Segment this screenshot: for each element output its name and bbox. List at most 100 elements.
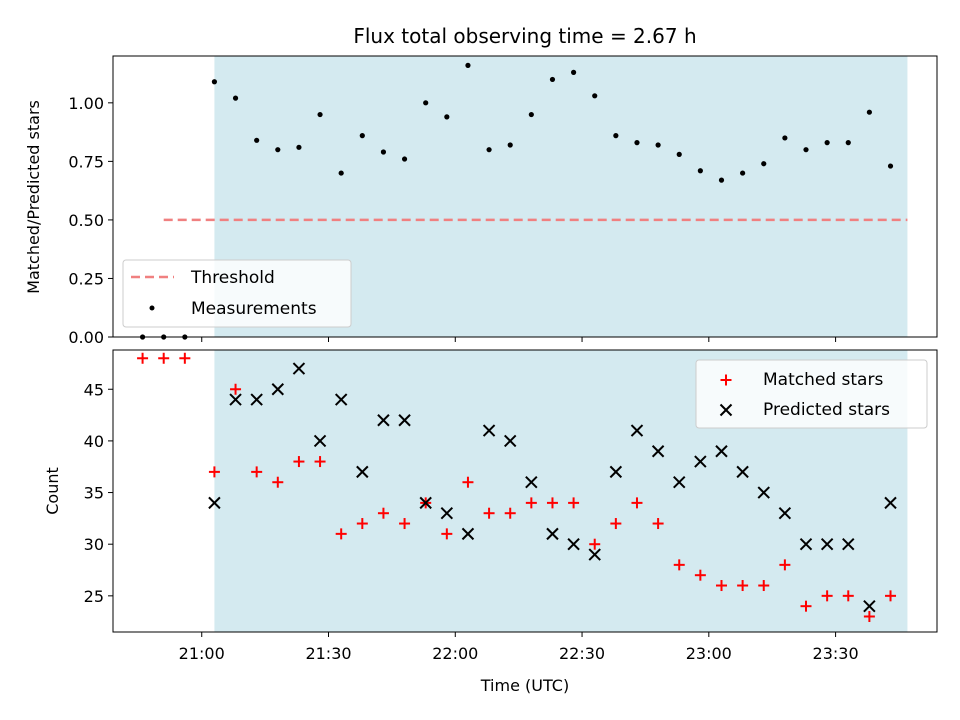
matched-star-point [779,559,791,571]
measurement-point [444,114,450,120]
measurement-point [549,76,556,83]
top-frame [112,55,938,338]
matched-star-point [314,456,326,468]
top-y-tick-label: 0.75 [68,152,104,171]
bottom-y-tick-label: 30 [84,535,104,554]
legend-matched-swatch [720,374,732,386]
measurement-point [486,147,492,153]
predicted-star-point [778,507,792,520]
measurement-point [761,161,767,167]
matched-star-point [652,518,664,530]
predicted-star-point [673,476,686,489]
predicted-star-point [757,486,770,499]
measurement-point [676,151,682,157]
predicted-star-point [229,393,242,406]
measurement-point [380,149,387,155]
measurement-point [232,95,239,101]
matched-star-point [399,518,411,530]
matched-star-point [821,590,833,602]
predicted-star-point [588,548,601,561]
matched-star-point [377,507,389,519]
matched-star-point [462,476,474,488]
x-tick-label: 21:30 [305,644,351,663]
measurement-point [296,144,302,150]
measurement-point [507,142,513,148]
bottom-legend: Matched stars Predicted stars [695,359,928,429]
measurement-point [887,163,894,169]
measurement-point [782,135,788,141]
matched-star-point [758,580,770,592]
predicted-star-point [377,414,390,427]
measurement-point [697,168,703,174]
top-panel: 0.00 0.25 0.50 0.75 1.00 Matched/Predicted s… [24,55,938,347]
measurement-point [359,133,365,139]
bottom-panel: 25 30 35 40 45 21:00 21:30 22:00 22:30 23:00 23:3… [43,349,938,695]
matched-star-point [335,528,347,540]
matched-star-point [179,352,191,364]
measurement-point [613,133,619,139]
legend-threshold-label: Threshold [190,268,275,288]
predicted-star-point [630,424,644,437]
matched-star-point [737,580,749,592]
matched-star-point [589,538,601,550]
measurement-point [655,142,661,148]
measurement-point [423,100,429,106]
predicted-star-point [271,383,285,396]
measurement-point [634,140,640,146]
predicted-star-point [504,434,517,448]
legend-predicted-label: Predicted stars [763,400,890,420]
measurement-point [317,111,323,118]
legend-measurements-label: Measurements [191,299,317,319]
predicted-star-point [461,527,475,541]
matched-star-point [546,497,558,509]
matched-star-point [525,497,537,509]
bottom-y-tick-label: 25 [84,587,104,606]
measurement-point [465,62,471,68]
matched-star-point [568,497,580,509]
predicted-star-point [863,599,876,613]
matched-star-point [441,528,453,540]
top-y-tick-label: 0.50 [68,211,104,230]
predicted-star-point [313,434,327,448]
matched-star-point [842,590,854,602]
measurement-point [275,147,281,153]
measurement-point [338,170,344,176]
measurement-point [592,93,598,99]
predicted-star-point [292,362,306,375]
x-tick-label: 21:00 [179,644,225,663]
measurement-point [718,177,725,183]
matched-star-point [610,518,622,530]
predicted-star-point [334,393,348,406]
bottom-y-tick-label: 45 [84,380,104,399]
bottom-y-tick-label: 40 [84,432,104,451]
measurement-point [866,109,872,115]
matched-star-point [885,590,897,602]
legend-measurements-swatch [149,305,155,311]
matched-star-point [251,466,263,478]
predicted-star-point [609,465,623,479]
predicted-star-point [546,527,559,541]
x-axis-label: Time (UTC) [480,676,569,695]
x-tick-label: 22:00 [432,644,478,663]
measurement-point [740,170,746,176]
matched-star-point [137,352,149,364]
bottom-legend-box [695,359,928,429]
matched-star-point [356,518,368,530]
bottom-y-tick-label: 35 [84,484,104,503]
legend-predicted-swatch [719,403,733,417]
predicted-star-point [715,445,728,458]
predicted-star-point [694,455,707,468]
measurement-point [211,79,218,85]
predicted-star-point [398,414,411,427]
predicted-star-point [567,537,580,551]
predicted-star-point [356,465,369,479]
matched-star-point [800,600,812,612]
measurement-point [824,140,830,146]
bottom-frame [112,349,938,633]
x-tick-label: 22:30 [559,644,605,663]
matched-star-point [293,456,305,468]
predicted-star-point [884,496,897,510]
predicted-star-point [842,537,855,551]
top-y-tick-label: 0.25 [68,269,104,288]
